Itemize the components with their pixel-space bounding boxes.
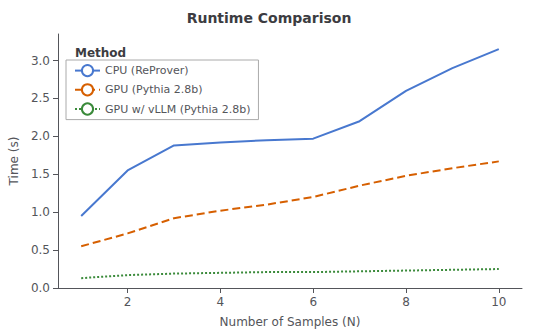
svg-text:2.5: 2.5	[31, 91, 50, 105]
svg-text:2: 2	[124, 295, 132, 309]
svg-text:Method: Method	[75, 46, 126, 60]
svg-text:3.0: 3.0	[31, 54, 50, 68]
svg-text:Runtime Comparison: Runtime Comparison	[187, 10, 352, 26]
svg-text:6: 6	[309, 295, 317, 309]
svg-text:0.5: 0.5	[31, 243, 50, 257]
svg-text:2.0: 2.0	[31, 129, 50, 143]
svg-text:10: 10	[491, 295, 506, 309]
svg-text:Number of Samples (N): Number of Samples (N)	[220, 315, 361, 329]
svg-text:CPU (ReProver): CPU (ReProver)	[105, 64, 189, 77]
svg-text:GPU (Pythia 2.8b): GPU (Pythia 2.8b)	[105, 83, 203, 96]
svg-text:1.0: 1.0	[31, 205, 50, 219]
svg-text:0.0: 0.0	[31, 281, 50, 295]
svg-text:1.5: 1.5	[31, 167, 50, 181]
svg-text:8: 8	[402, 295, 410, 309]
svg-text:Time (s): Time (s)	[7, 137, 21, 187]
svg-text:GPU w/ vLLM (Pythia 2.8b): GPU w/ vLLM (Pythia 2.8b)	[105, 103, 250, 116]
svg-text:4: 4	[217, 295, 225, 309]
